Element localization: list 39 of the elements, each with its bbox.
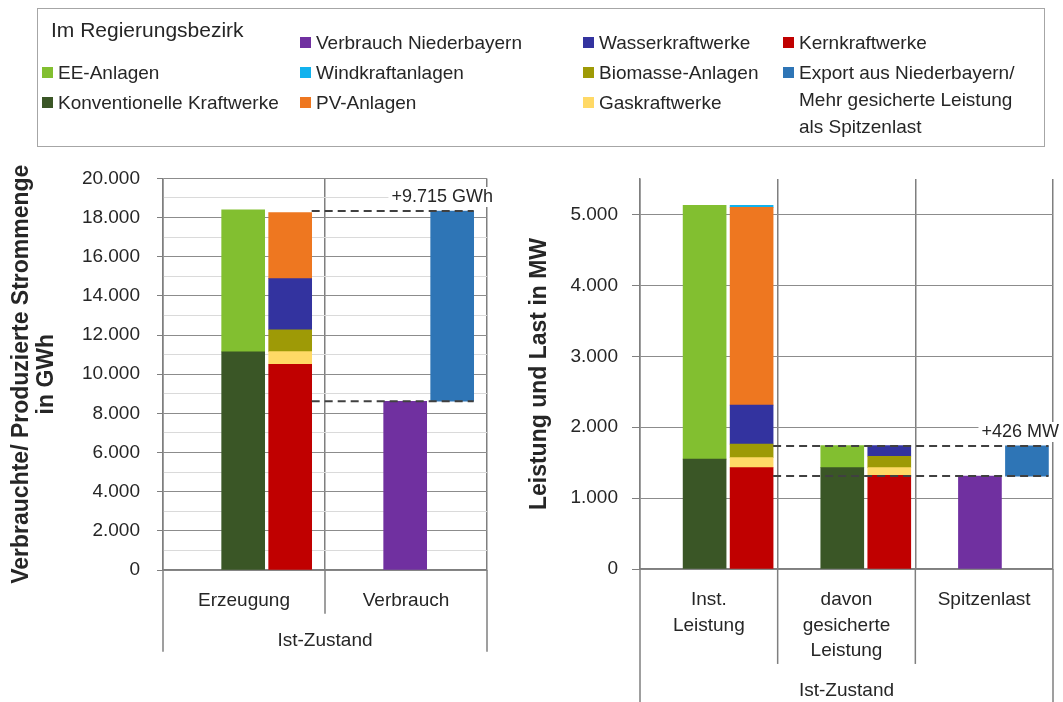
x-tick-label: Inst. Leistung: [672, 588, 745, 635]
legend-label: Windkraftanlagen: [316, 61, 464, 85]
y-tick-label: 0: [129, 558, 140, 580]
y-tick-label: 10.000: [81, 362, 140, 384]
legend-label: Export aus Niederbayern/ Mehr gesicherte Leistung als Spitzenlast: [799, 61, 1016, 139]
legend-label: EE-Anlagen: [58, 61, 160, 85]
legend-label: Konventionelle Kraftwerke: [58, 91, 279, 115]
y-tick-label: 8.000: [92, 401, 140, 423]
x-tick-label: Spitzenlast: [937, 588, 1032, 610]
y-axis-title: Verbrauchte/ Produzierte Strommenge in GWh: [7, 164, 58, 584]
x-tick-label: Verbrauch: [362, 589, 450, 611]
x-tick-label: davon gesicherte Leistung: [802, 588, 891, 661]
y-tick-label: 5.000: [570, 202, 618, 224]
y-tick-label: 4.000: [570, 273, 618, 295]
y-tick-label: 3.000: [570, 344, 618, 366]
legend-label: PV-Anlagen: [316, 91, 417, 115]
legend-title: Im Regierungsbezirk: [50, 17, 245, 43]
y-tick-label: 2.000: [570, 415, 618, 437]
y-tick-label: 12.000: [81, 323, 140, 345]
legend-label: Biomasse-Anlagen: [599, 61, 759, 85]
y-tick-label: 16.000: [81, 244, 140, 266]
y-tick-label: 0: [607, 557, 618, 579]
x-tick-label: Erzeugung: [198, 589, 290, 611]
y-tick-label: 1.000: [570, 486, 618, 508]
y-axis-title: Leistung und Last in MW: [525, 237, 552, 511]
legend-label: Verbrauch Niederbayern: [316, 31, 522, 55]
y-tick-label: 2.000: [92, 519, 140, 541]
legend-label: Wasserkraftwerke: [599, 31, 751, 55]
legend-label: Kernkraftwerke: [799, 31, 927, 55]
y-tick-label: 20.000: [81, 166, 140, 188]
x-axis-title: Ist-Zustand: [277, 628, 373, 650]
x-axis-title: Ist-Zustand: [798, 679, 895, 701]
y-tick-label: 18.000: [81, 205, 140, 227]
y-tick-label: 4.000: [92, 479, 140, 501]
y-tick-label: 14.000: [81, 284, 140, 306]
ref-line-label: +9.715 GWh: [391, 185, 493, 206]
legend-label: Gaskraftwerke: [599, 91, 722, 115]
y-tick-label: 6.000: [92, 440, 140, 462]
ref-line-label: +426 MW: [981, 420, 1060, 441]
